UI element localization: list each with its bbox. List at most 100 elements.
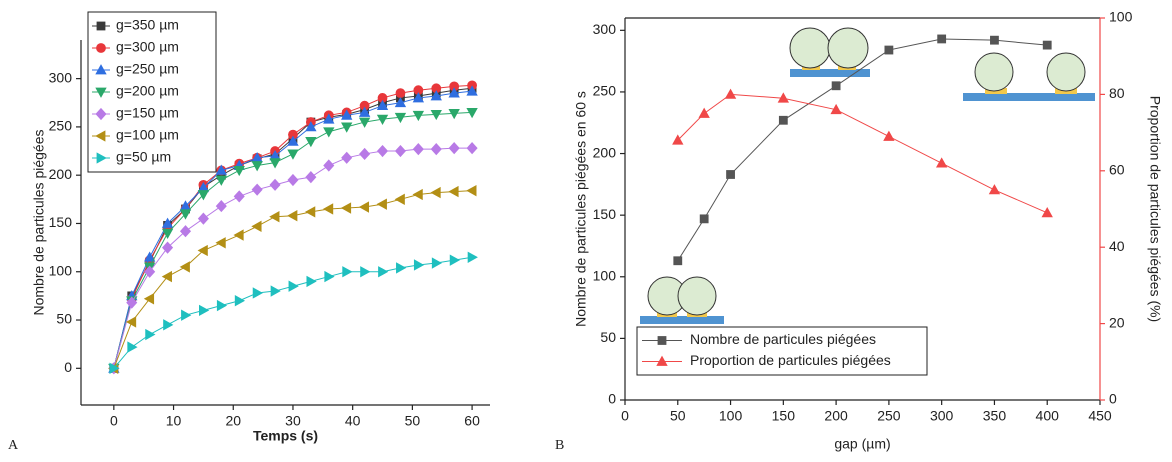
substrate	[790, 69, 870, 77]
marker	[467, 251, 478, 263]
x-tick-label: 60	[464, 413, 480, 429]
substrate	[963, 93, 1095, 101]
particle	[677, 276, 717, 316]
marker	[358, 117, 371, 128]
marker	[1041, 206, 1053, 218]
marker	[412, 143, 424, 156]
series-line	[677, 93, 1048, 214]
x-tick-label: 0	[621, 408, 629, 424]
marker	[376, 198, 387, 210]
y2-tick-label: 40	[1109, 238, 1125, 254]
marker	[233, 190, 245, 203]
marker	[376, 144, 389, 158]
marker	[288, 280, 299, 292]
marker	[270, 285, 281, 297]
marker	[777, 92, 790, 103]
marker	[830, 103, 842, 115]
marker	[466, 85, 478, 96]
marker	[430, 109, 442, 121]
marker	[233, 165, 245, 177]
y-tick-label: 300	[49, 69, 73, 85]
marker	[394, 96, 407, 108]
marker	[143, 293, 155, 305]
legend-marker	[656, 355, 668, 366]
legend-marker	[95, 130, 106, 142]
marker	[360, 266, 371, 278]
y-tick-label: 50	[56, 311, 72, 327]
legend-marker	[657, 336, 667, 345]
marker	[358, 201, 370, 213]
marker	[143, 251, 156, 262]
legend-label: g=100 µm	[116, 127, 179, 143]
particle	[974, 52, 1014, 92]
marker	[323, 127, 335, 138]
x-tick-label: 300	[930, 408, 954, 424]
marker	[161, 270, 172, 283]
marker	[197, 212, 209, 225]
marker	[323, 113, 335, 124]
legend-marker	[95, 64, 107, 75]
marker	[394, 144, 406, 158]
particle	[827, 27, 869, 69]
marker	[341, 122, 353, 133]
y-tick-label: 100	[593, 267, 617, 283]
y2-tick-label: 100	[1109, 9, 1133, 25]
marker	[215, 199, 227, 213]
illustration-far	[963, 52, 1095, 101]
y2-axis-label: Proportion de particules piégées (%)	[1147, 96, 1163, 322]
marker	[197, 244, 208, 257]
marker	[431, 257, 443, 269]
marker	[699, 214, 709, 224]
marker	[778, 115, 788, 125]
marker	[430, 143, 442, 156]
marker	[179, 209, 192, 220]
marker	[466, 184, 477, 197]
marker	[109, 362, 120, 374]
substrate	[640, 316, 724, 324]
x-tick-label: 200	[824, 408, 848, 424]
y-tick-label: 200	[593, 144, 617, 160]
marker	[726, 170, 735, 179]
marker	[287, 135, 299, 146]
legend-marker	[96, 43, 106, 53]
y-tick-label: 100	[49, 262, 73, 278]
marker	[394, 112, 407, 124]
marker	[324, 270, 335, 283]
y-tick-label: 150	[49, 214, 73, 230]
marker	[884, 45, 894, 55]
y2-tick-label: 80	[1109, 85, 1125, 101]
x-tick-label: 50	[670, 408, 686, 424]
marker	[988, 184, 1001, 195]
legend-marker	[95, 107, 107, 121]
legend-label: g=200 µm	[116, 83, 179, 99]
marker	[269, 178, 281, 191]
marker	[305, 121, 317, 132]
marker	[937, 34, 947, 44]
marker	[1042, 40, 1052, 50]
y2-tick-label: 20	[1109, 314, 1125, 330]
marker	[724, 88, 737, 99]
marker	[322, 203, 334, 215]
x-tick-label: 0	[110, 413, 118, 429]
legend-marker	[95, 87, 107, 98]
marker	[449, 254, 460, 266]
marker	[376, 99, 389, 111]
marker	[216, 299, 228, 312]
y2-tick-label: 60	[1109, 162, 1125, 178]
illustration-overlap	[640, 276, 724, 324]
marker	[252, 287, 263, 299]
marker	[396, 262, 407, 274]
marker	[287, 210, 298, 222]
legend-label: g=300 µm	[116, 39, 179, 55]
marker	[359, 147, 371, 161]
marker	[412, 110, 425, 122]
marker	[672, 134, 684, 145]
marker	[179, 261, 190, 273]
marker	[305, 206, 316, 218]
marker	[287, 149, 299, 160]
x-tick-label: 400	[1036, 408, 1060, 424]
marker	[413, 259, 425, 271]
marker	[323, 159, 335, 172]
marker	[197, 190, 210, 201]
